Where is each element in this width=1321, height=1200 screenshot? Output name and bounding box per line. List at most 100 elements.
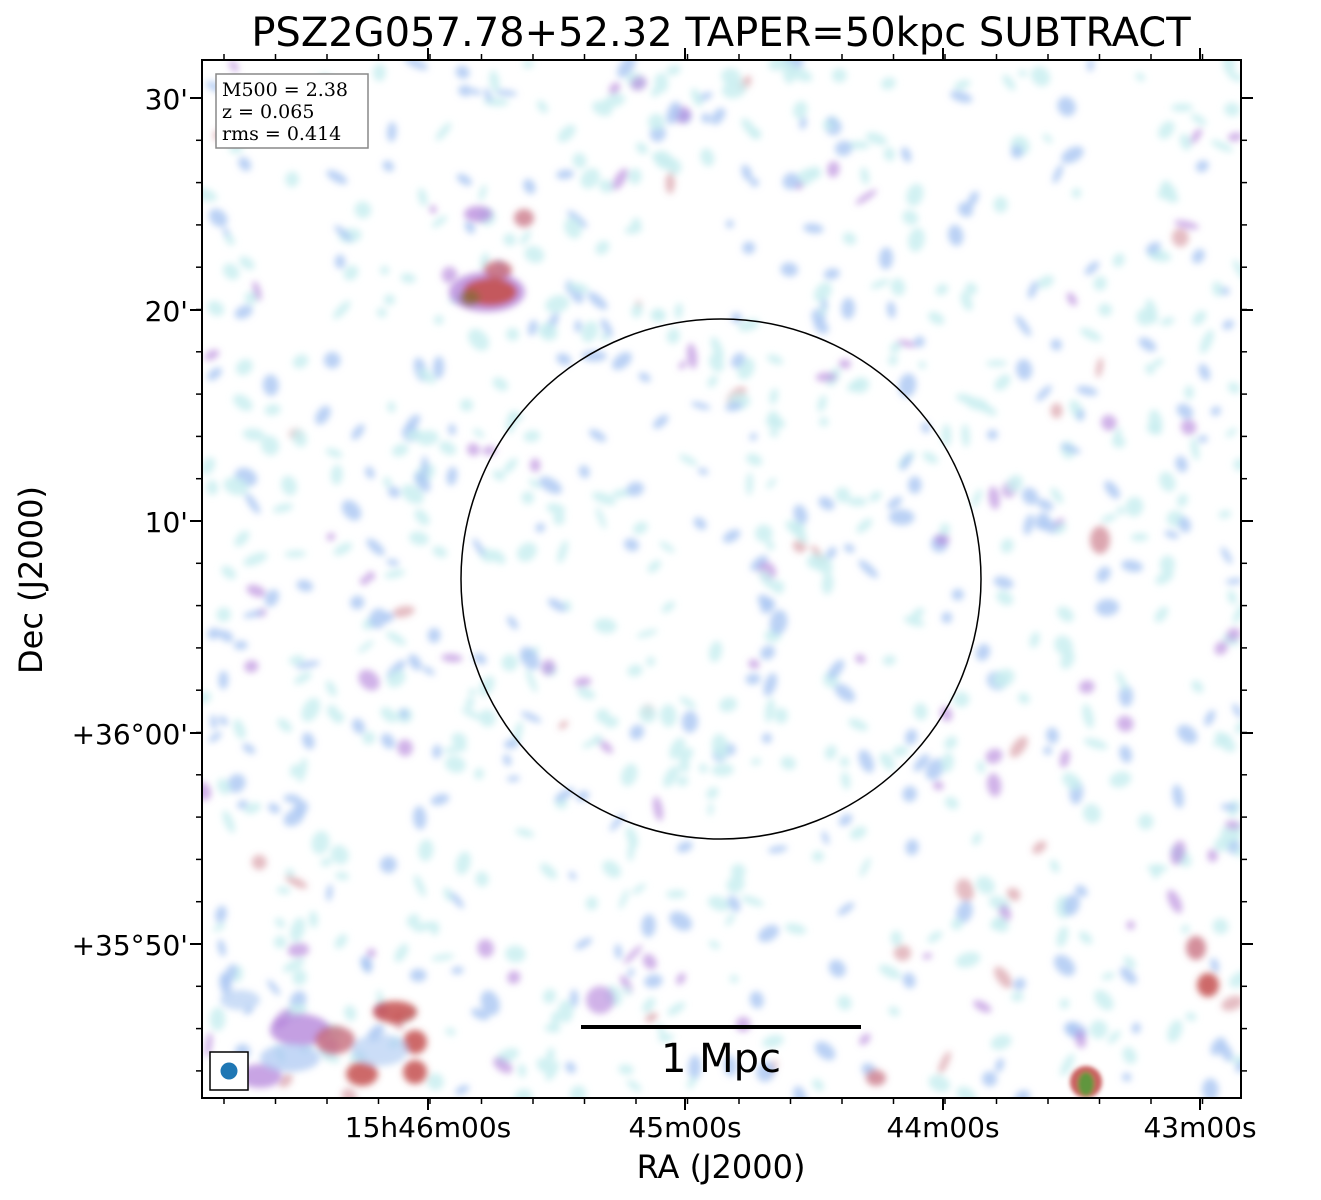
noise-blob [207,627,221,640]
noise-blob [1148,409,1163,435]
noise-blob [594,618,617,634]
noise-blob [323,351,341,369]
noise-blob [564,217,582,239]
noise-blob [654,72,669,93]
noise-blob [1164,530,1179,539]
noise-blob [666,101,681,125]
noise-blob [950,90,973,103]
noise-blob [1000,538,1014,554]
beam-marker [220,1062,238,1080]
noise-blob [274,917,286,929]
noise-blob [793,504,808,525]
noise-blob [1078,931,1093,945]
noise-blob [893,944,912,962]
noise-blob [774,707,788,724]
noise-blob [840,771,851,790]
noise-blob [600,318,613,338]
noise-blob [731,352,745,369]
noise-blob [432,545,448,558]
noise-blob [315,405,331,425]
noise-blob [242,428,265,441]
noise-blob [803,223,824,234]
noise-blob [542,988,557,1004]
noise-blob [1179,133,1192,151]
noise-blob [414,472,431,493]
x-tick-label: 44m00s [886,1111,999,1144]
noise-blob [886,301,896,319]
noise-blob [1078,680,1095,694]
noise-blob [392,605,415,618]
noise-blob [750,555,768,571]
noise-blob [465,696,475,709]
noise-blob [227,774,246,793]
noise-blob [359,576,369,586]
noise-blob [213,923,226,932]
noise-blob [731,312,742,324]
bright-source-bottom-right [1070,1066,1102,1098]
noise-blob [1083,737,1108,750]
noise-blob [574,677,592,688]
noise-blob [351,424,365,440]
noise-blob [380,707,398,723]
noise-blob [365,466,375,479]
noise-blob [208,731,222,743]
noise-blob [725,402,743,412]
noise-blob [216,607,232,622]
noise-blob [540,863,558,880]
noise-blob [1224,820,1241,830]
noise-blob [1061,146,1084,164]
noise-blob [387,670,406,688]
noise-blob [285,868,295,878]
noise-blob [325,680,337,697]
noise-blob [1145,241,1161,254]
noise-blob [429,204,437,214]
noise-blob [1144,363,1155,375]
noise-blob [405,414,421,431]
noise-blob [217,778,231,795]
noise-blob [967,190,979,208]
noise-blob [1084,261,1100,276]
noise-blob [444,755,466,773]
noise-blob [598,739,614,754]
noise-blob [626,1079,642,1092]
noise-blob [557,124,576,143]
noise-blob [209,1007,226,1031]
noise-blob [525,668,538,693]
noise-blob [903,615,925,627]
noise-blob [568,871,577,881]
noise-blob [676,972,686,985]
beam-box [209,1051,249,1091]
noise-blob [799,116,807,130]
noise-blob [519,646,540,671]
noise-blob [888,354,898,366]
noise-blob [523,430,541,443]
noise-blob [1122,1046,1137,1064]
noise-blob [215,905,227,923]
noise-blob [362,731,376,745]
noise-blob [898,373,917,398]
noise-blob [988,486,1000,510]
r500-circle [460,318,982,840]
noise-blob [869,491,882,502]
noise-blob [522,60,534,69]
noise-blob [523,178,536,195]
noise-blob [837,995,852,1011]
noise-blob [528,478,541,489]
noise-blob [617,60,636,78]
noise-blob [217,939,226,957]
noise-blob [686,343,698,369]
noise-blob [262,374,279,396]
noise-blob [387,486,401,498]
scalebar-label: 1 Mpc [661,1036,781,1082]
noise-blob [283,794,301,803]
noise-blob [1009,736,1028,758]
noise-blob [1219,1043,1233,1062]
noise-blob [285,875,308,889]
noise-blob [1170,840,1186,866]
noise-blob [975,876,995,895]
noise-blob [244,291,258,305]
noise-blob [581,350,607,362]
noise-blob [821,298,828,310]
noise-blob [292,969,307,986]
noise-blob [1225,427,1237,438]
